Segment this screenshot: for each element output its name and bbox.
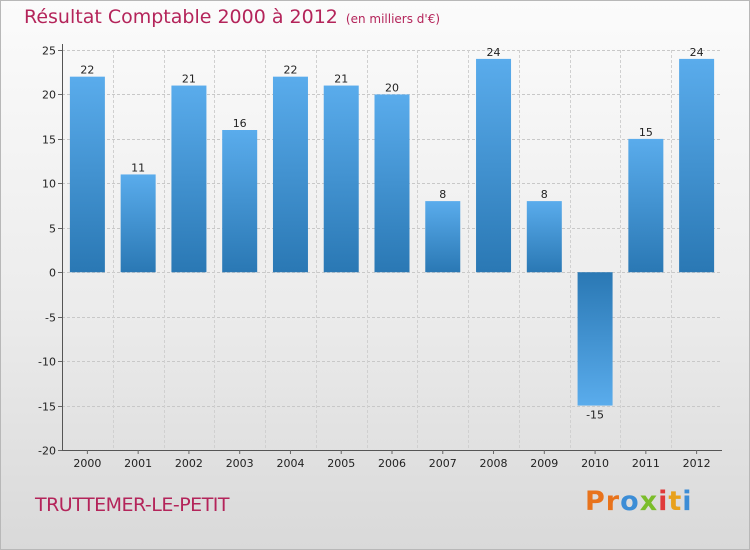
bar-2012 <box>679 58 715 273</box>
x-tick-label-2001: 2001 <box>124 457 152 470</box>
y-tick-label: -15 <box>38 401 56 414</box>
value-label-2005: 21 <box>334 73 348 86</box>
bar-2009 <box>526 201 562 273</box>
value-label-2002: 21 <box>182 73 196 86</box>
value-label-2004: 22 <box>283 64 297 77</box>
bar-2005 <box>323 85 359 273</box>
value-label-2010: -15 <box>586 409 604 422</box>
y-tick-label: -20 <box>38 445 56 458</box>
bar-2006 <box>374 94 410 273</box>
value-label-2007: 8 <box>439 188 446 201</box>
y-tick-label: -10 <box>38 356 56 369</box>
y-tick-label: -5 <box>45 312 56 325</box>
value-labels: 22 11 21 16 22 21 20 8 24 8 -15 15 24 <box>80 46 703 422</box>
value-label-2012: 24 <box>690 46 704 59</box>
x-tick-label-2007: 2007 <box>429 457 457 470</box>
x-tick-label-2011: 2011 <box>632 457 660 470</box>
x-tick-label-2002: 2002 <box>175 457 203 470</box>
logo-letter: t <box>668 486 683 517</box>
logo-letter: r <box>605 486 621 517</box>
value-label-2001: 11 <box>131 161 145 174</box>
y-tick-label: 25 <box>42 45 56 58</box>
bar-2001 <box>120 174 156 273</box>
logo-letter: i <box>658 486 669 517</box>
logo-letter: o <box>620 486 640 517</box>
bar-2003 <box>222 130 258 273</box>
value-label-2006: 20 <box>385 81 399 94</box>
x-tick-label-2006: 2006 <box>378 457 406 470</box>
x-tick-label-2005: 2005 <box>327 457 355 470</box>
x-tick-label-2010: 2010 <box>581 457 609 470</box>
value-label-2003: 16 <box>233 117 247 130</box>
bars <box>69 58 715 406</box>
x-tick-label-2000: 2000 <box>73 457 101 470</box>
chart-title: Résultat Comptable 2000 à 2012 (en millie… <box>24 6 440 28</box>
y-tick-label: 15 <box>42 134 56 147</box>
proxiti-logo: Proxiti <box>585 486 693 517</box>
bar-2004 <box>272 76 308 273</box>
y-tick-label: 5 <box>49 223 56 236</box>
chart-subtitle: (en milliers d'€) <box>345 12 441 26</box>
chart-title-text: Résultat Comptable 2000 à 2012 <box>24 6 338 28</box>
logo-letter: x <box>639 486 659 517</box>
y-axis-ticks: 25 20 15 10 5 0 -5 -10 -15 -20 <box>38 45 62 458</box>
bar-2007 <box>425 201 461 273</box>
logo-letter: P <box>585 486 606 517</box>
y-tick-label: 0 <box>49 267 56 280</box>
city-name: TRUTTEMER-LE-PETIT <box>35 494 230 516</box>
bar-2010 <box>577 272 613 406</box>
logo-letter: i <box>682 486 693 517</box>
value-label-2011: 15 <box>639 126 653 139</box>
x-tick-label-2004: 2004 <box>276 457 304 470</box>
x-tick-label-2003: 2003 <box>226 457 254 470</box>
y-tick-label: 20 <box>42 89 56 102</box>
x-tick-label-2012: 2012 <box>683 457 711 470</box>
value-label-2009: 8 <box>541 188 548 201</box>
x-axis-ticks: 2000 2001 2002 2003 2004 2005 2006 2007 2008 2009… <box>73 450 711 470</box>
x-tick-label-2009: 2009 <box>530 457 558 470</box>
value-label-2000: 22 <box>80 64 94 77</box>
bar-2008 <box>476 58 512 273</box>
bar-2000 <box>69 76 105 273</box>
bar-2002 <box>171 85 207 273</box>
x-tick-label-2008: 2008 <box>480 457 508 470</box>
y-tick-label: 10 <box>42 178 56 191</box>
value-label-2008: 24 <box>487 46 501 59</box>
bar-2011 <box>628 138 664 273</box>
